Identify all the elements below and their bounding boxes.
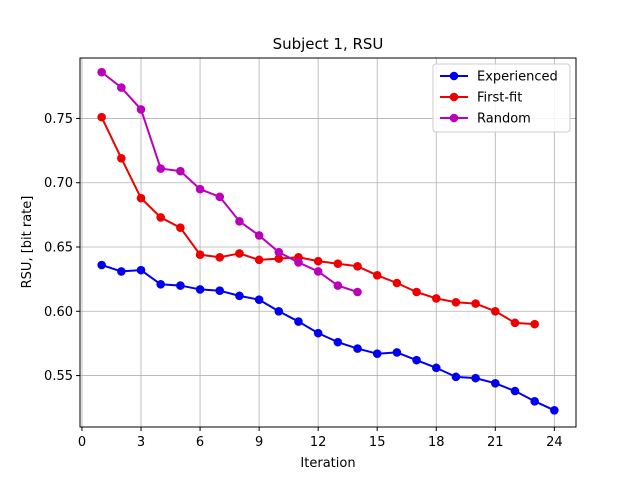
data-point — [471, 373, 480, 383]
data-point — [372, 349, 382, 359]
data-point — [274, 306, 284, 316]
data-point — [353, 287, 362, 297]
data-point — [431, 363, 441, 373]
data-point — [412, 287, 421, 297]
x-tick-label: 9 — [255, 435, 263, 450]
data-point — [215, 252, 225, 262]
legend-marker — [449, 92, 459, 102]
data-point — [530, 319, 539, 329]
data-point — [333, 337, 343, 347]
data-point — [215, 286, 225, 296]
data-point — [117, 267, 126, 276]
legend-label: First-fit — [477, 91, 522, 106]
data-point — [97, 112, 106, 122]
legend-frame — [432, 63, 571, 133]
y-tick-label: 0.55 — [44, 369, 73, 384]
x-axis-label: Iteration — [300, 456, 355, 471]
x-tick-label: 12 — [310, 435, 327, 450]
data-point — [195, 184, 205, 194]
data-point — [451, 372, 461, 382]
legend-item: First-fit — [440, 91, 522, 106]
data-point — [254, 255, 264, 265]
data-point — [156, 164, 165, 173]
data-point — [176, 223, 185, 233]
x-tick-label: 24 — [546, 435, 563, 450]
data-point — [235, 249, 244, 258]
series-layer — [97, 67, 559, 415]
data-point — [451, 297, 461, 307]
data-point — [176, 281, 185, 290]
y-tick-label: 0.60 — [44, 305, 73, 320]
data-point — [97, 260, 106, 270]
data-point — [156, 279, 165, 289]
data-point — [254, 231, 264, 240]
data-point — [530, 396, 539, 406]
data-point — [510, 318, 520, 328]
series-experienced — [97, 260, 559, 415]
data-point — [491, 378, 500, 388]
data-point — [333, 281, 343, 290]
x-tick-label: 18 — [428, 435, 445, 450]
data-point — [195, 250, 205, 260]
data-point — [117, 83, 126, 92]
data-point — [431, 294, 441, 303]
legend-label: Random — [477, 112, 531, 127]
x-tick-label: 21 — [487, 435, 504, 450]
plot-frame — [79, 57, 577, 428]
legend-item: Experienced — [440, 70, 558, 85]
data-point — [471, 299, 480, 308]
legend-label: Experienced — [477, 70, 558, 85]
data-point — [97, 67, 106, 77]
chart-title: Subject 1, RSU — [273, 35, 384, 53]
data-point — [510, 386, 520, 396]
y-axis-label: RSU, [bit rate] — [20, 196, 35, 289]
data-point — [294, 317, 303, 326]
data-point — [392, 278, 402, 288]
series-random — [97, 67, 362, 297]
legend-marker — [449, 113, 459, 123]
data-point — [353, 261, 362, 271]
data-point — [235, 216, 244, 226]
y-tick-label: 0.75 — [44, 112, 73, 127]
data-point — [313, 328, 323, 338]
y-axis: 0.55 0.60 0.65 0.70 0.75 — [44, 112, 80, 384]
x-tick-label: 3 — [137, 435, 145, 450]
data-point — [353, 344, 362, 353]
data-point — [274, 254, 284, 263]
data-point — [215, 192, 225, 202]
data-point — [117, 153, 126, 163]
y-tick-label: 0.70 — [44, 176, 73, 191]
x-axis: 0 3 6 9 12 15 18 21 24 — [78, 427, 563, 450]
series-line — [101, 264, 555, 412]
data-point — [491, 306, 500, 316]
data-point — [176, 166, 185, 176]
x-tick-label: 0 — [78, 435, 86, 450]
data-point — [156, 213, 165, 222]
data-point — [274, 247, 284, 257]
data-point — [294, 258, 303, 267]
x-tick-label: 15 — [369, 435, 386, 450]
data-point — [313, 256, 323, 266]
data-point — [136, 265, 146, 275]
data-point — [195, 285, 205, 294]
legend-item: Random — [440, 112, 531, 127]
legend-marker — [449, 71, 459, 81]
x-tick-label: 6 — [196, 435, 204, 450]
data-point — [254, 295, 264, 305]
data-point — [550, 405, 559, 415]
data-point — [372, 270, 382, 280]
y-tick-label: 0.65 — [44, 241, 73, 256]
data-point — [333, 259, 343, 269]
data-point — [412, 355, 421, 365]
data-point — [392, 348, 402, 357]
data-point — [313, 267, 323, 276]
data-point — [235, 291, 244, 301]
legend: Experienced First-fit Random — [432, 63, 571, 133]
data-point — [136, 193, 146, 203]
series-first-fit — [97, 112, 539, 329]
data-point — [136, 105, 146, 114]
